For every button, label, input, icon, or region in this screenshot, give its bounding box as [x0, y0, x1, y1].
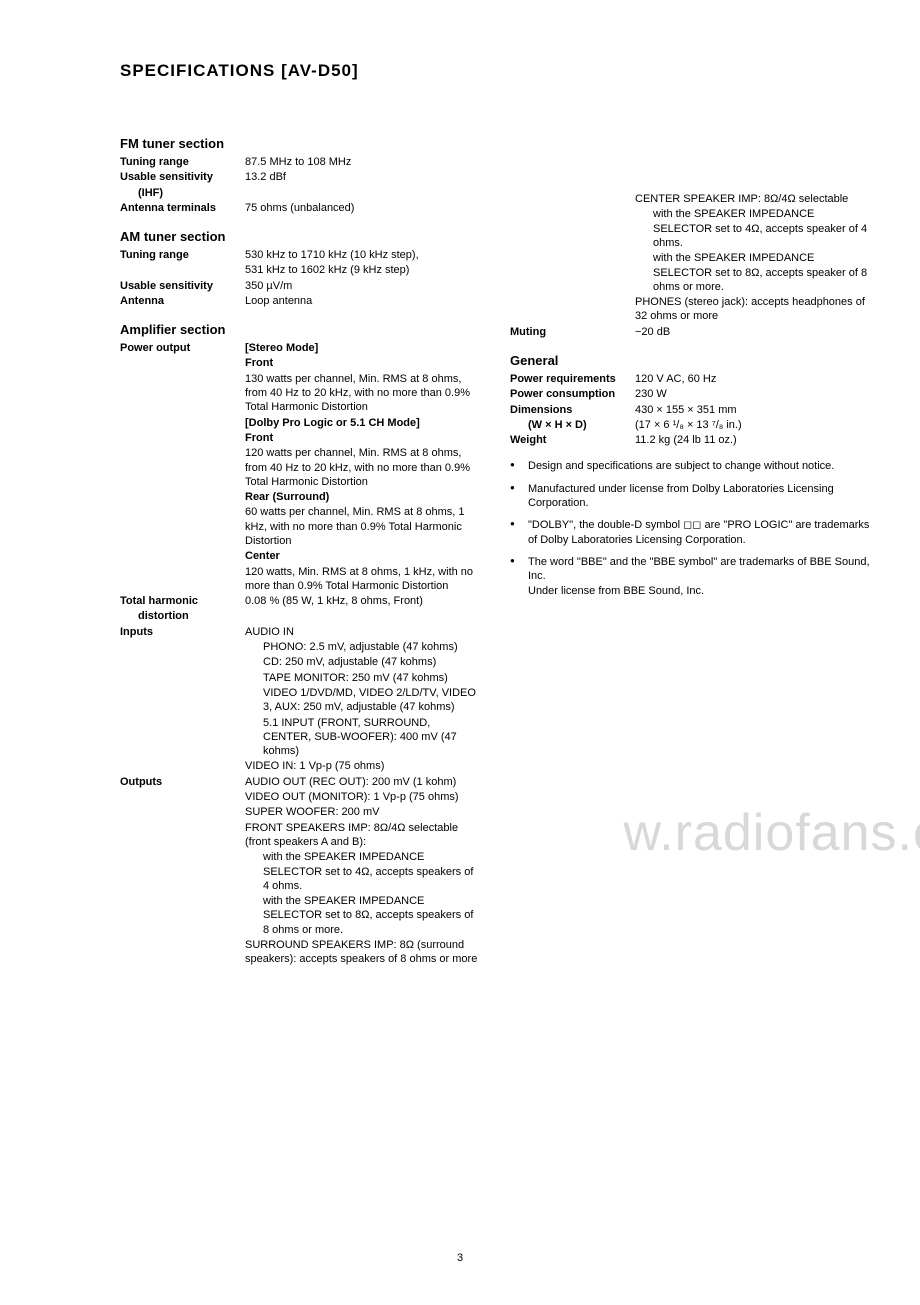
rear-text: 60 watts per channel, Min. RMS at 8 ohms…: [245, 505, 480, 548]
center-8: with the SPEAKER IMPEDANCE SELECTOR set …: [635, 251, 870, 294]
muting-value: −20 dB: [635, 325, 870, 339]
power-output-label: Power output: [120, 341, 245, 355]
center-imp: CENTER SPEAKER IMP: 8Ω/4Ω selectable: [635, 192, 870, 206]
muting-label: Muting: [510, 325, 635, 339]
notes-list: Design and specifications are subject to…: [510, 459, 870, 597]
inputs-label: Inputs: [120, 625, 245, 639]
phones: PHONES (stereo jack): accepts headphones…: [635, 295, 870, 324]
am-heading: AM tuner section: [120, 229, 480, 246]
note-2: Manufactured under license from Dolby La…: [510, 482, 870, 511]
fm-antenna-value: 75 ohms (unbalanced): [245, 201, 480, 215]
thd-label1: Total harmonic: [120, 594, 245, 608]
dim-label: Dimensions: [510, 403, 635, 417]
note-4: The word "BBE" and the "BBE symbol" are …: [510, 555, 870, 598]
center-text: 120 watts, Min. RMS at 8 ohms, 1 kHz, wi…: [245, 565, 480, 594]
right-column: CENTER SPEAKER IMP: 8Ω/4Ω selectable wit…: [510, 122, 870, 968]
power-req-value: 120 V AC, 60 Hz: [635, 372, 870, 386]
am-tuning-label: Tuning range: [120, 248, 245, 262]
am-antenna-label: Antenna: [120, 294, 245, 308]
center: Center: [245, 549, 480, 563]
dim-value: 430 × 155 × 351 mm: [635, 403, 870, 417]
thd-label2: distortion: [120, 609, 245, 623]
outputs-surround: SURROUND SPEAKERS IMP: 8Ω (surround spea…: [245, 938, 480, 967]
power-cons-label: Power consumption: [510, 387, 635, 401]
note-1: Design and specifications are subject to…: [510, 459, 870, 473]
inputs-head: AUDIO IN: [245, 625, 480, 639]
outputs-video: VIDEO OUT (MONITOR): 1 Vp-p (75 ohms): [245, 790, 480, 804]
fm-antenna-label: Antenna terminals: [120, 201, 245, 215]
front1-text: 130 watts per channel, Min. RMS at 8 ohm…: [245, 372, 480, 415]
note-3: "DOLBY", the double-D symbol ◻◻ are "PRO…: [510, 518, 870, 547]
outputs-sw: SUPER WOOFER: 200 mV: [245, 805, 480, 819]
dim-sub-label: (W × H × D): [510, 418, 635, 432]
fm-heading: FM tuner section: [120, 136, 480, 153]
inputs-51: 5.1 INPUT (FRONT, SURROUND, CENTER, SUB-…: [245, 716, 480, 759]
outputs-front-8: with the SPEAKER IMPEDANCE SELECTOR set …: [245, 894, 480, 937]
amp-heading: Amplifier section: [120, 322, 480, 339]
am-tuning-value2: 531 kHz to 1602 kHz (9 kHz step): [245, 263, 480, 277]
inputs-videoin: VIDEO IN: 1 Vp-p (75 ohms): [245, 759, 480, 773]
left-column: FM tuner section Tuning range87.5 MHz to…: [120, 122, 480, 968]
outputs-audio: AUDIO OUT (REC OUT): 200 mV (1 kohm): [245, 775, 480, 789]
outputs-label: Outputs: [120, 775, 245, 789]
fm-tuning-value: 87.5 MHz to 108 MHz: [245, 155, 480, 169]
inputs-cd: CD: 250 mV, adjustable (47 kohms): [245, 655, 480, 669]
front2-text: 120 watts per channel, Min. RMS at 8 ohm…: [245, 446, 480, 489]
center-4: with the SPEAKER IMPEDANCE SELECTOR set …: [635, 207, 870, 250]
dolby-mode: [Dolby Pro Logic or 5.1 CH Mode]: [245, 416, 480, 430]
weight-label: Weight: [510, 433, 635, 447]
thd-value: 0.08 % (85 W, 1 kHz, 8 ohms, Front): [245, 594, 480, 608]
fm-tuning-label: Tuning range: [120, 155, 245, 169]
inputs-video: VIDEO 1/DVD/MD, VIDEO 2/LD/TV, VIDEO 3, …: [245, 686, 480, 715]
fm-sens-sub: (IHF): [120, 186, 245, 200]
stereo-mode: [Stereo Mode]: [245, 341, 480, 355]
inputs-phono: PHONO: 2.5 mV, adjustable (47 kohms): [245, 640, 480, 654]
general-heading: General: [510, 353, 870, 370]
outputs-front-4: with the SPEAKER IMPEDANCE SELECTOR set …: [245, 850, 480, 893]
power-req-label: Power requirements: [510, 372, 635, 386]
dim-sub-value: (17 × 6 ¹/₈ × 13 ⁷/₈ in.): [635, 418, 870, 432]
page-number: 3: [457, 1251, 463, 1265]
weight-value: 11.2 kg (24 lb 11 oz.): [635, 433, 870, 447]
fm-sens-label: Usable sensitivity: [120, 170, 245, 184]
rear: Rear (Surround): [245, 490, 480, 504]
am-sens-label: Usable sensitivity: [120, 279, 245, 293]
inputs-tape: TAPE MONITOR: 250 mV (47 kohms): [245, 671, 480, 685]
note-4b: Under license from BBE Sound, Inc.: [528, 585, 704, 597]
am-sens-value: 350 µV/m: [245, 279, 480, 293]
fm-sens-value: 13.2 dBf: [245, 170, 480, 184]
page-title: SPECIFICATIONS [AV-D50]: [120, 60, 870, 82]
am-tuning-value1: 530 kHz to 1710 kHz (10 kHz step),: [245, 248, 480, 262]
am-antenna-value: Loop antenna: [245, 294, 480, 308]
note-4a: The word "BBE" and the "BBE symbol" are …: [528, 556, 870, 582]
front2: Front: [245, 431, 480, 445]
front1: Front: [245, 356, 480, 370]
columns: FM tuner section Tuning range87.5 MHz to…: [120, 122, 870, 968]
outputs-front: FRONT SPEAKERS IMP: 8Ω/4Ω selectable (fr…: [245, 821, 480, 850]
power-cons-value: 230 W: [635, 387, 870, 401]
